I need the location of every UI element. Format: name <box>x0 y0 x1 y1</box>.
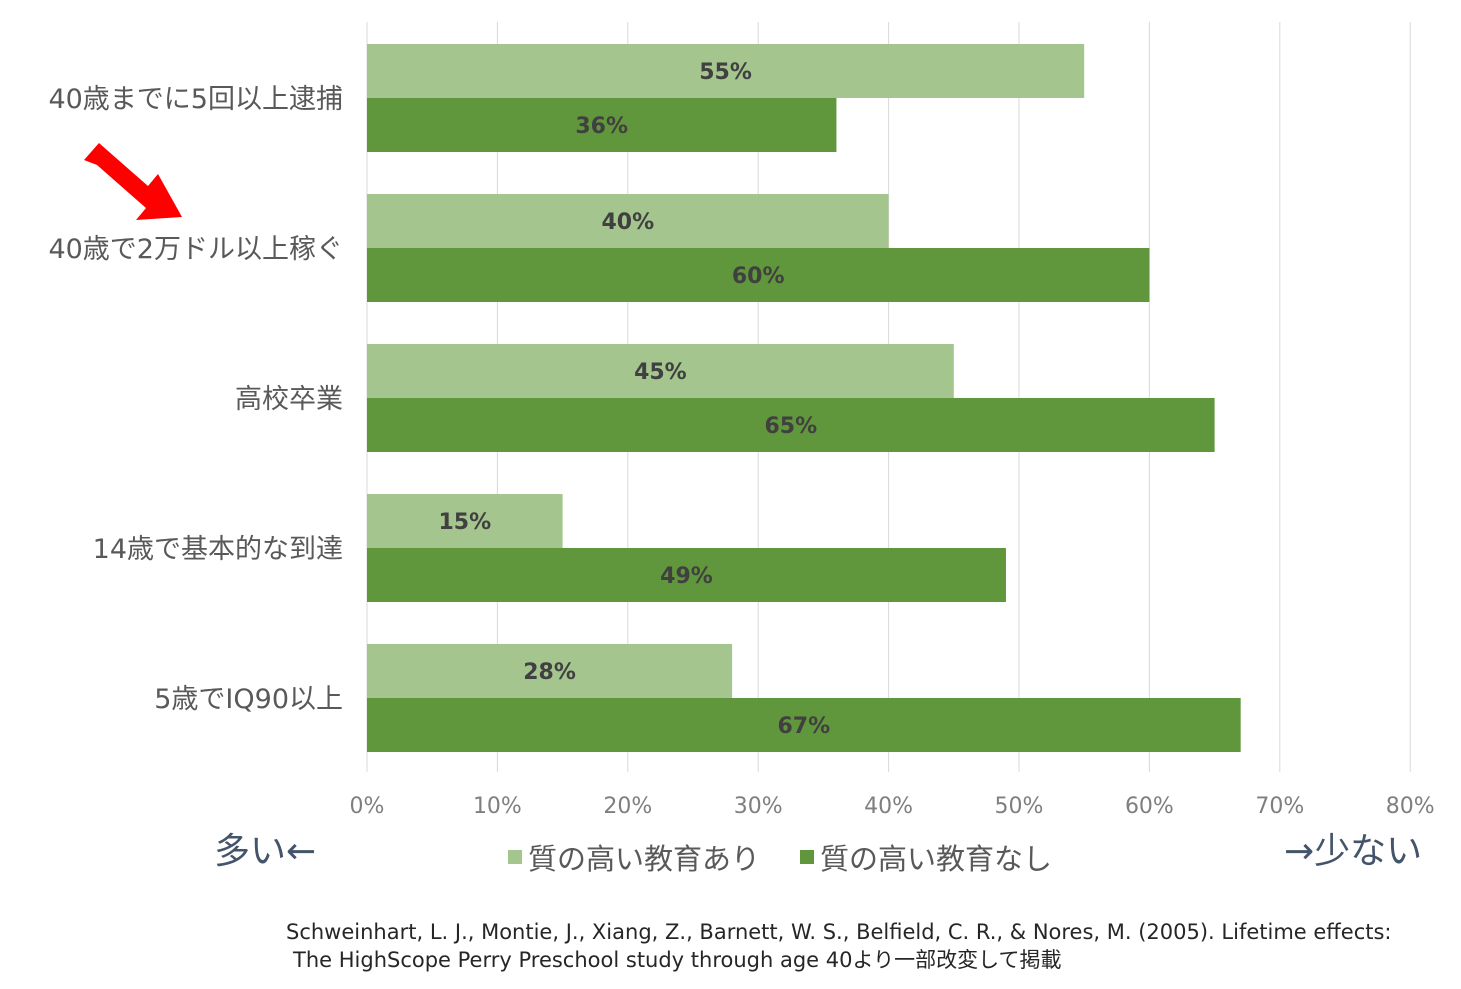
legend-swatch-light <box>508 850 522 864</box>
bar <box>367 548 1006 602</box>
category-label: 5歳でIQ90以上 <box>154 684 343 715</box>
bar <box>367 248 1150 302</box>
x-tick-label: 60% <box>1125 794 1174 819</box>
bar <box>367 698 1241 752</box>
x-tick-label: 20% <box>603 794 652 819</box>
data-label: 60% <box>732 264 785 289</box>
data-label: 28% <box>523 660 576 685</box>
legend-swatch-dark <box>800 850 815 864</box>
x-tick-label: 0% <box>350 794 385 819</box>
data-label: 65% <box>764 414 817 439</box>
bar <box>367 194 889 248</box>
data-label: 49% <box>660 564 713 589</box>
citation: Schweinhart, L. J., Montie, J., Xiang, Z… <box>286 918 1391 974</box>
legend-label: 質の高い教育あり <box>528 842 761 876</box>
fewer-label: →少ない <box>1284 831 1423 872</box>
citation-line-2: The HighScope Perry Preschool study thro… <box>293 948 1062 972</box>
data-label: 15% <box>438 510 491 535</box>
data-label: 45% <box>634 360 687 385</box>
category-label: 40歳で2万ドル以上稼ぐ <box>48 234 343 265</box>
more-label: 多い← <box>214 831 317 872</box>
legend-item-without-education: 質の高い教育なし <box>800 836 1052 878</box>
bar <box>367 44 1085 98</box>
x-tick-label: 10% <box>473 794 522 819</box>
data-label: 55% <box>699 60 752 85</box>
x-tick-label: 30% <box>734 794 783 819</box>
x-tick-label: 40% <box>864 794 913 819</box>
x-tick-label: 70% <box>1255 794 1304 819</box>
x-tick-label: 80% <box>1386 794 1435 819</box>
bar <box>367 644 733 698</box>
red-arrow-icon <box>84 143 182 220</box>
legend: 質の高い教育あり 質の高い教育なし <box>508 836 1092 878</box>
category-label: 高校卒業 <box>235 384 343 415</box>
bar <box>367 98 837 152</box>
bar <box>367 494 563 548</box>
citation-line-1: Schweinhart, L. J., Montie, J., Xiang, Z… <box>286 920 1392 944</box>
category-label: 14歳で基本的な到達 <box>93 534 343 565</box>
legend-label: 質の高い教育なし <box>820 842 1053 876</box>
data-label: 36% <box>575 114 628 139</box>
data-label: 67% <box>778 714 831 739</box>
bar <box>367 344 954 398</box>
bar <box>367 398 1215 452</box>
legend-item-with-education: 質の高い教育あり <box>508 836 760 878</box>
x-tick-label: 50% <box>995 794 1044 819</box>
category-label: 40歳までに5回以上逮捕 <box>48 84 343 115</box>
data-label: 40% <box>601 210 654 235</box>
